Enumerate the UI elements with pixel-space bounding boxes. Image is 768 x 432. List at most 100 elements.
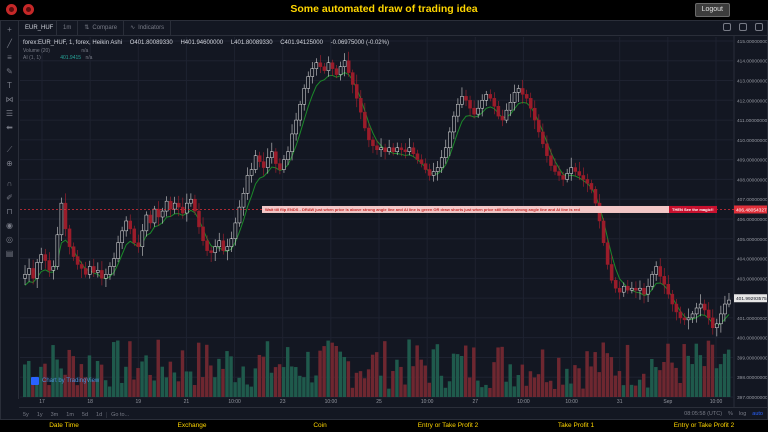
volume-bar xyxy=(249,386,254,397)
time-tick-label: 10:00 xyxy=(565,399,578,405)
log-toggle[interactable]: log xyxy=(738,411,747,417)
volume-bar xyxy=(120,382,124,397)
candle xyxy=(253,155,258,170)
chart-widget: 415.00000000 414.00000000 413.00000000 412.… xyxy=(0,20,768,420)
range-1y[interactable]: 1y xyxy=(36,411,43,418)
record-icon[interactable] xyxy=(6,4,17,15)
volume-bar xyxy=(395,359,399,397)
fib-icon[interactable]: ☰ xyxy=(5,109,14,118)
candle xyxy=(569,167,573,174)
goto-button[interactable]: Go to... xyxy=(106,411,133,418)
candle xyxy=(557,171,561,176)
candle xyxy=(294,119,298,135)
ruler-icon[interactable]: ⟋ xyxy=(6,145,13,154)
magnet-icon[interactable]: ∩ xyxy=(6,179,13,188)
pattern-icon[interactable]: ⋈ xyxy=(5,95,14,104)
indicators-button[interactable]: ∿ Indicators xyxy=(124,20,172,36)
volume-bar xyxy=(468,377,472,397)
volume-study-value: n/a xyxy=(81,48,89,54)
settings-icon[interactable] xyxy=(723,23,731,31)
volume-bar xyxy=(273,367,278,397)
auto-toggle[interactable]: auto xyxy=(752,411,763,417)
legend-symbol[interactable]: forex:EUR_HUF, 1, forex, Heikin Ashi xyxy=(23,40,123,46)
candle xyxy=(67,228,72,247)
trash-icon[interactable]: ▤ xyxy=(5,249,14,258)
visibility-icon[interactable]: ◉ xyxy=(6,221,13,230)
zoom-icon[interactable]: ⊕ xyxy=(6,159,13,168)
volume-bar xyxy=(192,385,197,397)
price-tick-label: 411.00000000 xyxy=(737,118,767,124)
candle xyxy=(128,220,132,230)
range-1d[interactable]: 1d xyxy=(96,411,103,418)
eye-icon[interactable]: ◎ xyxy=(6,235,13,244)
candle xyxy=(261,161,266,168)
volume-study-label[interactable]: Volume (20) xyxy=(23,48,50,54)
price-tick-label: 410.00000000 xyxy=(737,138,767,144)
volume-bar xyxy=(269,372,274,397)
candle xyxy=(464,96,468,101)
trend-line-icon[interactable]: ╱ xyxy=(7,39,12,48)
symbol-search[interactable]: EUR_HUF xyxy=(19,20,57,36)
candle xyxy=(674,303,679,313)
volume-bar xyxy=(285,347,290,397)
snapshot-icon[interactable] xyxy=(755,23,763,31)
compare-label: Compare xyxy=(92,24,118,31)
candle xyxy=(630,287,634,291)
volume-bar xyxy=(459,355,464,397)
lock-drawing-icon[interactable]: ✐ xyxy=(6,193,13,202)
then-banner xyxy=(669,205,717,213)
tradingview-watermark[interactable]: Chart by TradingView xyxy=(31,377,99,385)
brush-icon[interactable]: ✎ xyxy=(6,67,13,76)
volume-bar xyxy=(504,381,508,397)
volume-bar xyxy=(658,370,662,397)
volume-bar xyxy=(103,380,108,397)
percent-toggle[interactable]: % xyxy=(728,411,733,417)
candle xyxy=(391,147,395,152)
lock-icon[interactable]: ⊓ xyxy=(6,207,13,216)
price-chart[interactable]: 415.00000000 414.00000000 413.00000000 412.… xyxy=(1,21,767,421)
volume-bar xyxy=(51,345,55,397)
candle xyxy=(229,238,234,247)
time-tick-label: 18 xyxy=(87,399,93,405)
candle xyxy=(545,143,549,156)
range-1m[interactable]: 1m xyxy=(66,411,74,418)
price-tick-label: 415.00000000 xyxy=(737,39,767,45)
price-tick-label: 412.00000000 xyxy=(737,98,767,104)
range-5y[interactable]: 5y xyxy=(23,411,29,418)
candle xyxy=(553,165,557,172)
candle xyxy=(516,88,521,93)
candle xyxy=(492,98,497,107)
ai-study-label[interactable]: AI (1, 1) xyxy=(23,55,41,61)
text-icon[interactable]: T xyxy=(7,81,12,90)
range-5d[interactable]: 5d xyxy=(81,411,89,418)
candle xyxy=(650,274,654,287)
volume-bar xyxy=(641,373,646,397)
candle xyxy=(613,280,618,289)
candle xyxy=(79,264,84,269)
candle xyxy=(310,68,315,77)
volume-bar xyxy=(613,375,618,397)
candle xyxy=(160,210,165,218)
time-tick-label: Sep xyxy=(663,399,672,405)
crosshair-icon[interactable]: + xyxy=(7,25,12,34)
time-tick-label: 10:00 xyxy=(710,399,723,405)
candle xyxy=(274,151,278,164)
candle xyxy=(719,313,723,325)
volume-bar xyxy=(682,344,686,397)
footer-coin: Coin xyxy=(313,422,327,429)
compare-button[interactable]: ⇅ Compare xyxy=(78,20,125,36)
volume-bar xyxy=(338,351,343,397)
volume-bar xyxy=(140,361,144,397)
candle xyxy=(278,163,282,170)
interval-selector[interactable]: 1m xyxy=(57,20,79,36)
range-3m[interactable]: 3m xyxy=(50,411,59,418)
fullscreen-icon[interactable] xyxy=(739,23,747,31)
horizontal-line-icon[interactable]: ≡ xyxy=(7,53,12,62)
record-icon-2[interactable] xyxy=(23,4,34,15)
candle xyxy=(43,254,48,261)
arrow-icon[interactable]: ⬅ xyxy=(6,123,13,132)
candle xyxy=(419,159,424,164)
logout-button[interactable]: Logout xyxy=(694,3,730,17)
candle xyxy=(257,155,262,162)
candle xyxy=(124,220,128,232)
